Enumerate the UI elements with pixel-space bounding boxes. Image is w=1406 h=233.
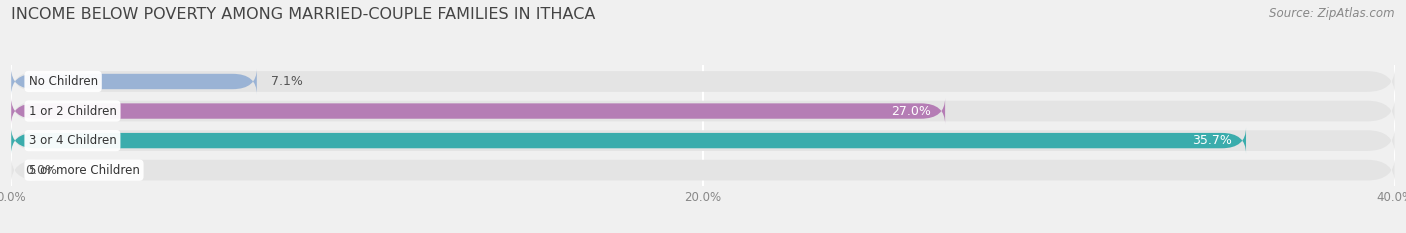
FancyBboxPatch shape xyxy=(11,127,1395,154)
Text: Source: ZipAtlas.com: Source: ZipAtlas.com xyxy=(1270,7,1395,20)
Text: 0.0%: 0.0% xyxy=(25,164,58,177)
FancyBboxPatch shape xyxy=(11,98,1395,124)
FancyBboxPatch shape xyxy=(11,69,257,95)
Text: 35.7%: 35.7% xyxy=(1192,134,1232,147)
Text: No Children: No Children xyxy=(28,75,97,88)
FancyBboxPatch shape xyxy=(11,68,1395,95)
FancyBboxPatch shape xyxy=(11,157,1395,183)
FancyBboxPatch shape xyxy=(11,128,1246,154)
Text: INCOME BELOW POVERTY AMONG MARRIED-COUPLE FAMILIES IN ITHACA: INCOME BELOW POVERTY AMONG MARRIED-COUPL… xyxy=(11,7,596,22)
Text: 3 or 4 Children: 3 or 4 Children xyxy=(28,134,117,147)
Text: 7.1%: 7.1% xyxy=(271,75,302,88)
Text: 1 or 2 Children: 1 or 2 Children xyxy=(28,105,117,117)
FancyBboxPatch shape xyxy=(11,98,945,124)
Text: 27.0%: 27.0% xyxy=(891,105,931,117)
Text: 5 or more Children: 5 or more Children xyxy=(28,164,139,177)
